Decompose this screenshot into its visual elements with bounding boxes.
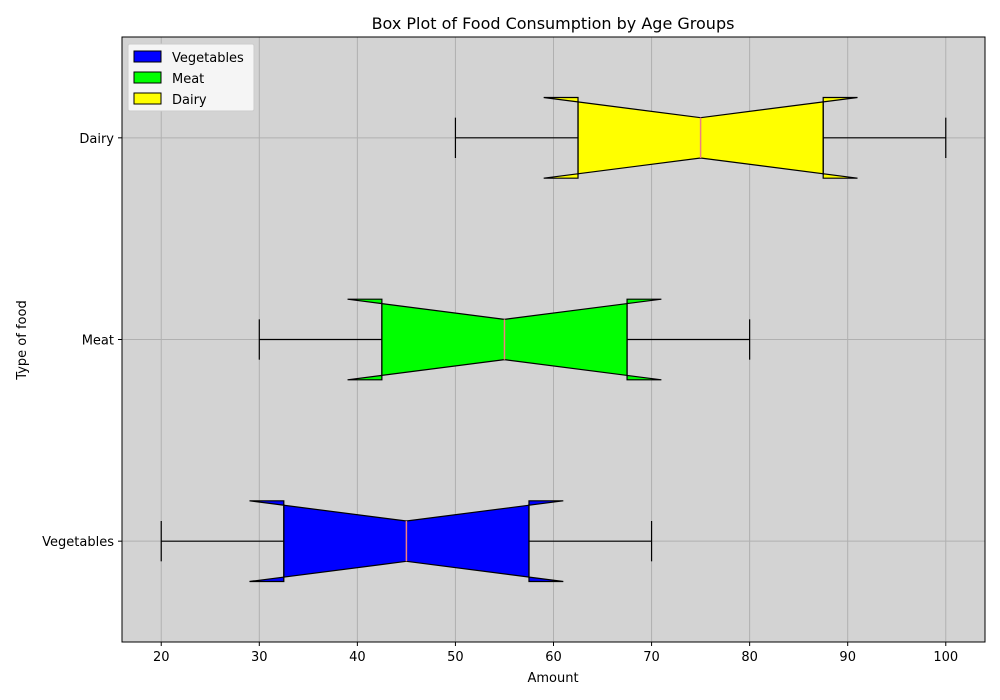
x-tick-label: 40 (349, 650, 366, 665)
boxes (160, 96, 947, 583)
x-axis: 20 30 40 50 60 70 80 90 100 (153, 642, 958, 665)
y-tick-label: Dairy (79, 132, 114, 147)
box-meat (258, 298, 751, 381)
legend-entry: Dairy (172, 93, 207, 108)
x-tick-label: 90 (839, 650, 856, 665)
y-axis: Vegetables Meat Dairy (42, 132, 122, 550)
x-tick-label: 30 (251, 650, 268, 665)
legend-entry: Vegetables (172, 51, 244, 66)
legend-swatch (133, 50, 162, 63)
y-tick-label: Meat (82, 334, 114, 349)
legend-entry: Meat (172, 72, 204, 87)
x-tick-label: 70 (643, 650, 660, 665)
chart-title: Box Plot of Food Consumption by Age Grou… (372, 14, 735, 33)
y-tick-label: Vegetables (42, 535, 114, 550)
x-tick-label: 60 (545, 650, 562, 665)
x-tick-label: 20 (153, 650, 170, 665)
x-tick-label: 50 (447, 650, 464, 665)
legend: Vegetables Meat Dairy (127, 43, 255, 112)
x-tick-label: 80 (741, 650, 758, 665)
x-axis-label: Amount (527, 671, 578, 686)
box-dairy (454, 96, 947, 179)
y-axis-label: Type of food (15, 300, 30, 380)
legend-swatch (133, 92, 162, 105)
box-vegetables (160, 500, 653, 583)
x-tick-label: 100 (933, 650, 958, 665)
legend-swatch (133, 71, 162, 84)
